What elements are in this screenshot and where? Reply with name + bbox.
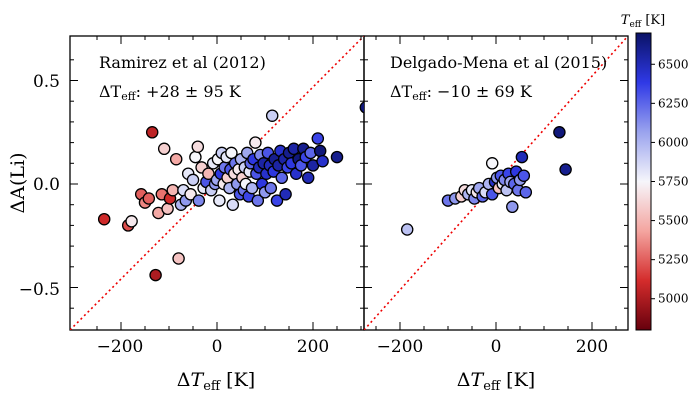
left-scatter-point [313,144,327,158]
left-scatter-point [186,173,200,187]
colorbar-tick-label: 6500 [658,57,689,71]
colorbar [635,32,652,331]
right-scatter-points [400,126,572,236]
colorbar-title: Teff [K] [621,13,665,30]
left-panel-title: Ramirez et al (2012) [99,53,266,72]
left-x-tick-label-0: 0 [212,337,223,357]
right-identity-line [364,36,628,330]
left-x-tick-label-neg200: −200 [97,337,144,357]
left-scatter-point [301,171,315,185]
y-tick-label-0.0: 0.0 [33,175,60,195]
y-tick-label-neg0.5: −0.5 [19,280,60,300]
right-scatter-point [559,163,572,176]
left-scatter-point [97,212,111,226]
left-scatter-point [161,202,174,216]
left-scatter-point [169,152,183,166]
right-panel-stat: ΔTeff: −10 ± 69 K [390,82,533,103]
left-scatter-point [264,181,278,195]
colorbar-tick-label: 5750 [658,175,689,189]
y-tick-label-0.5: 0.5 [33,72,60,92]
left-scatter-point [226,198,240,211]
left-scatter-point [249,136,262,149]
left-scatter-point [125,215,138,228]
right-scatter-point [519,186,533,199]
right-x-tick-label-200: 200 [576,337,608,357]
left-scatter-point [316,154,329,168]
right-scatter-point [517,169,531,182]
left-scatter-point [202,167,215,180]
right-x-tick-label-0: 0 [491,337,502,357]
left-scatter-point [192,194,206,207]
left-scatter-point [279,188,292,201]
left-scatter-point [166,183,180,197]
left-scatter-point [311,132,325,145]
left-scatter-point [251,194,265,207]
left-scatter-point [213,194,226,207]
left-scatter-point [265,109,279,122]
left-scatter-point [145,126,159,139]
left-x-axis-label: ΔTeff [K] [177,369,255,394]
right-scatter-point [515,150,529,164]
left-x-tick-label-200: 200 [297,337,329,357]
left-scatter-point [184,188,197,201]
right-scatter-point [506,200,519,214]
left-identity-line [70,36,364,330]
colorbar-tick-label: 5000 [658,292,689,306]
right-panel-title: Delgado-Mena et al (2015) [390,53,607,72]
left-scatter-point [330,150,344,164]
left-scatter-point [359,101,364,114]
left-scatter-point [149,268,162,282]
colorbar-tick-label: 5500 [658,214,689,228]
right-scatter-point [553,126,566,139]
left-scatter-point [142,192,156,205]
left-scatter-point [275,171,289,185]
left-scatter-point [172,252,185,265]
right-x-axis-label: ΔTeff [K] [457,369,535,394]
y-axis-label: ΔA(Li) [7,153,29,214]
right-x-tick-label-neg200: −200 [377,337,424,357]
colorbar-ticks: 5000 5250 5500 5750 6000 6250 6500 [651,57,689,306]
left-scatter-point [189,150,202,164]
colorbar-tick-label: 6000 [658,135,689,149]
right-scatter-point [485,157,499,170]
left-scatter-point [270,194,284,207]
colorbar-tick-label: 6250 [658,96,689,110]
axis-ticks [70,36,628,330]
right-scatter-point [400,223,414,236]
left-scatter-point [191,140,205,153]
colorbar-tick-label: 5250 [658,253,689,267]
left-panel-stat: ΔTeff: +28 ± 95 K [99,82,242,103]
left-scatter-points [97,101,364,282]
left-scatter-point [157,142,171,156]
